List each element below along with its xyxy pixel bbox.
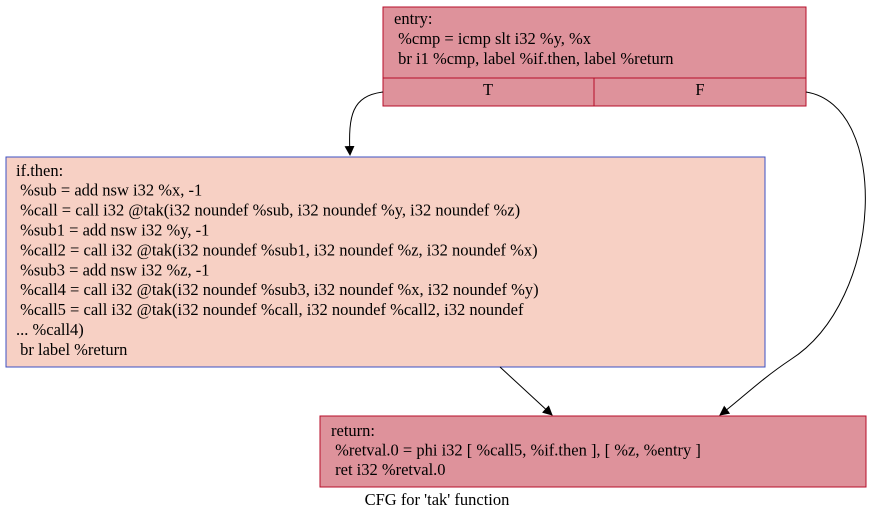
node-line: return: <box>331 421 375 440</box>
port-label: T <box>483 80 493 99</box>
caption: CFG for 'tak' function <box>365 490 510 509</box>
edge <box>499 366 553 416</box>
node-line: %call4 = call i32 @tak(i32 noundef %sub3… <box>16 280 539 299</box>
node-line: ... %call4) <box>16 320 84 339</box>
node-line: %cmp = icmp slt i32 %y, %x <box>394 29 592 48</box>
node-line: %call5 = call i32 @tak(i32 noundef %call… <box>16 300 524 319</box>
edge-false <box>719 91 866 416</box>
node-line: if.then: <box>16 161 63 180</box>
if-then-node <box>5 156 766 368</box>
node-line: br label %return <box>16 340 127 359</box>
node-line: %sub1 = add nsw i32 %y, -1 <box>16 220 209 239</box>
node-line: %call2 = call i32 @tak(i32 noundef %sub1… <box>16 240 538 259</box>
node-line: %call = call i32 @tak(i32 noundef %sub, … <box>16 201 520 220</box>
node-line: %sub3 = add nsw i32 %z, -1 <box>16 260 210 279</box>
node-line: %retval.0 = phi i32 [ %call5, %if.then ]… <box>331 440 701 459</box>
node-line: %sub = add nsw i32 %x, -1 <box>16 181 202 200</box>
node-line: entry: <box>394 9 433 28</box>
node-line: br i1 %cmp, label %if.then, label %retur… <box>394 49 674 68</box>
node-line: ret i32 %retval.0 <box>331 460 446 479</box>
port-label: F <box>695 80 704 99</box>
edge-true <box>344 91 384 156</box>
return-node <box>319 415 867 488</box>
